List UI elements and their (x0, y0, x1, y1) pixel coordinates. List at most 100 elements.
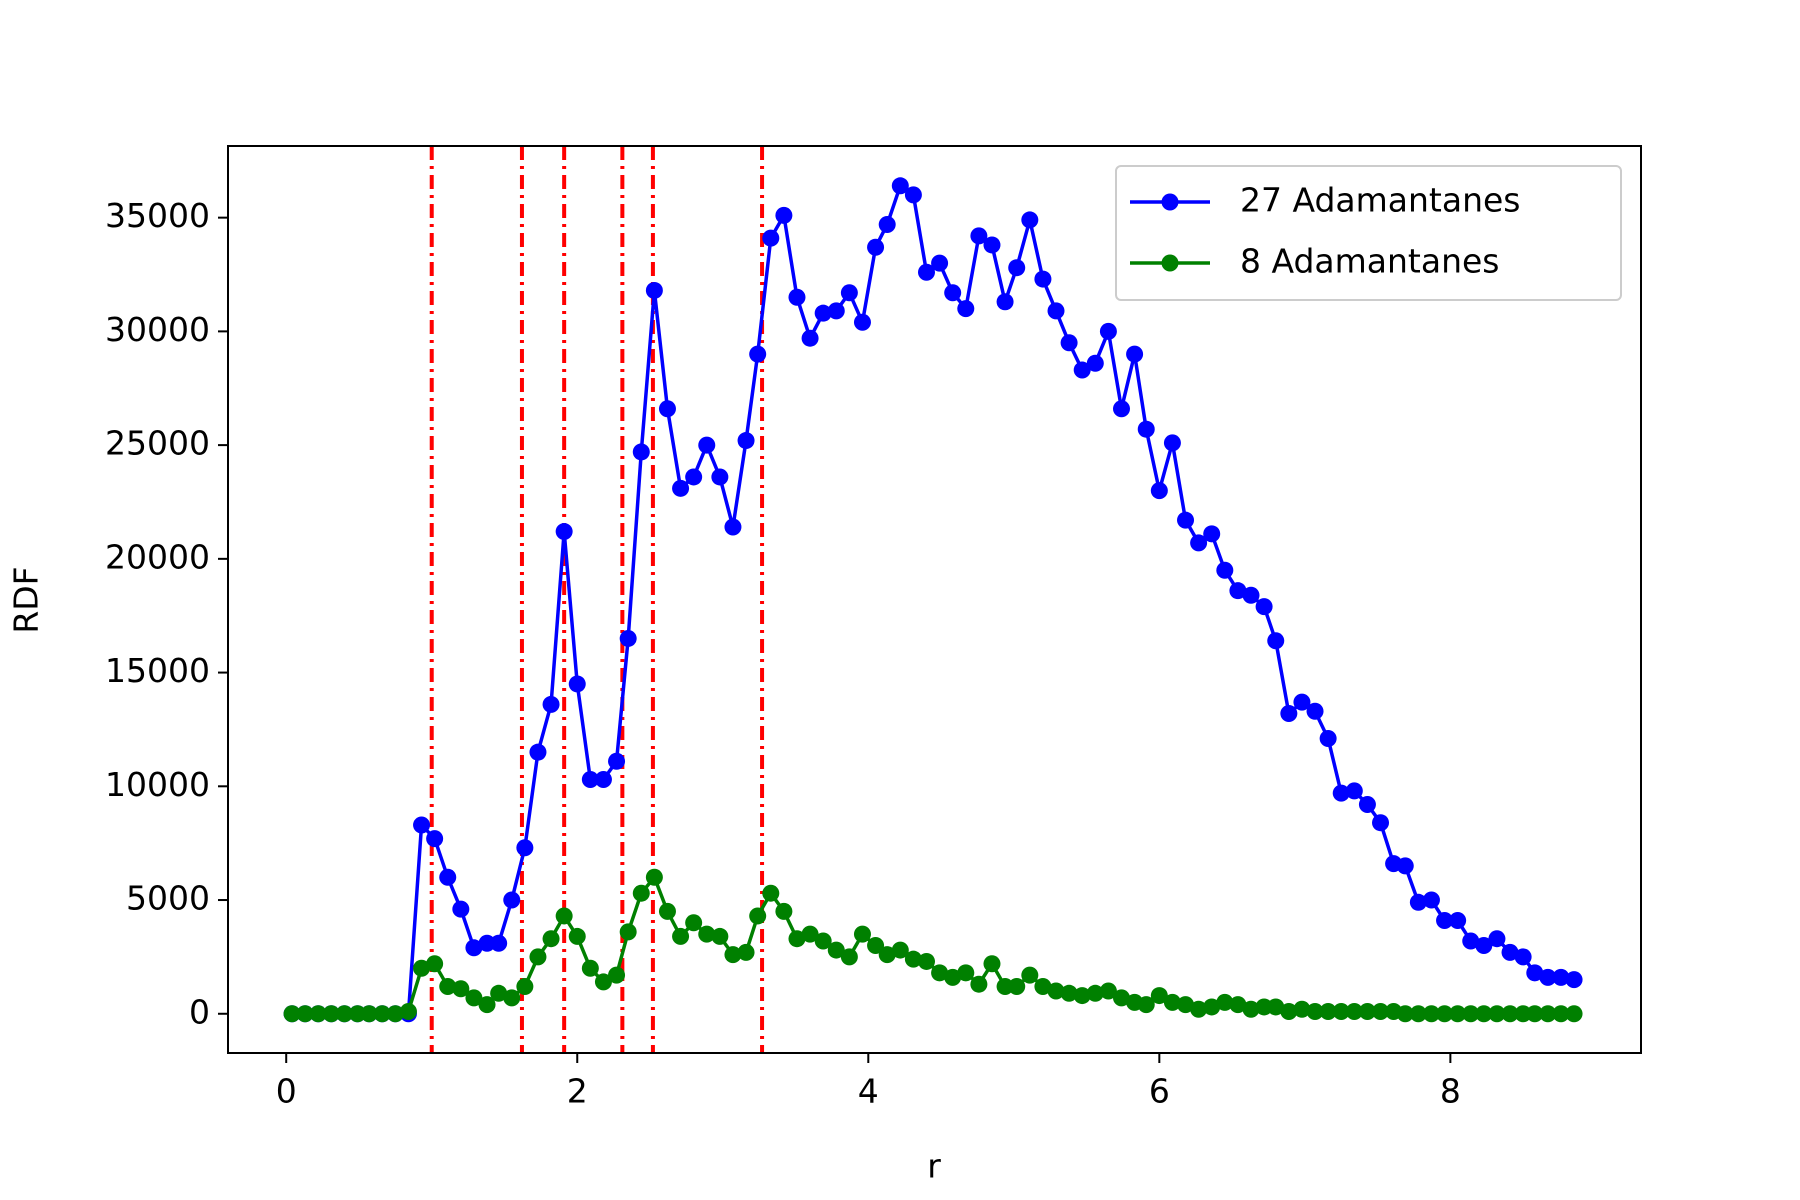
data-point (632, 884, 650, 902)
data-point (1372, 1002, 1390, 1020)
data-point (1526, 1005, 1544, 1023)
data-point (1034, 977, 1052, 995)
data-point (645, 281, 663, 299)
x-tick-label: 8 (1440, 1072, 1461, 1111)
data-point (1306, 1002, 1324, 1020)
data-point (581, 959, 599, 977)
data-point (1163, 434, 1181, 452)
data-point (1319, 1002, 1337, 1020)
data-point (698, 436, 716, 454)
data-point (840, 284, 858, 302)
data-point (737, 432, 755, 450)
data-point (917, 952, 935, 970)
data-point (1436, 1005, 1454, 1023)
data-point (516, 839, 534, 857)
data-point (1073, 361, 1091, 379)
data-point (1319, 730, 1337, 748)
data-point (1409, 1005, 1427, 1023)
data-point (904, 950, 922, 968)
data-point (594, 973, 612, 991)
data-point (1255, 998, 1273, 1016)
data-point (762, 229, 780, 247)
data-point (296, 1005, 314, 1023)
data-point (658, 400, 676, 418)
data-point (1449, 912, 1467, 930)
data-point (619, 629, 637, 647)
data-point (1539, 968, 1557, 986)
data-point (891, 941, 909, 959)
data-point (1306, 702, 1324, 720)
data-point (1552, 968, 1570, 986)
data-point (386, 1005, 404, 1023)
data-point (335, 1005, 353, 1023)
data-point (1255, 598, 1273, 616)
data-point (672, 479, 690, 497)
data-point (503, 989, 521, 1007)
x-tick-label: 0 (276, 1072, 297, 1111)
data-point (814, 304, 832, 322)
data-point (1229, 582, 1247, 600)
data-point (1216, 993, 1234, 1011)
data-point (1163, 993, 1181, 1011)
data-point (724, 946, 742, 964)
data-point (1034, 270, 1052, 288)
data-point (891, 177, 909, 195)
data-point (1242, 1000, 1260, 1018)
data-point (827, 941, 845, 959)
data-point (1112, 400, 1130, 418)
x-axis-label: r (927, 1147, 941, 1186)
data-point (322, 1005, 340, 1023)
y-tick-label: 35000 (105, 196, 210, 235)
data-point (1112, 989, 1130, 1007)
data-point (581, 770, 599, 788)
data-point (1552, 1005, 1570, 1023)
data-point (801, 329, 819, 347)
data-point (1293, 1000, 1311, 1018)
data-point (1565, 1005, 1583, 1023)
data-point (801, 925, 819, 943)
data-point (503, 891, 521, 909)
legend-box (1115, 165, 1622, 301)
data-point (904, 186, 922, 204)
data-point (996, 293, 1014, 311)
data-point (1216, 561, 1234, 579)
legend-label: 8 Adamantanes (1240, 242, 1500, 281)
data-point (426, 830, 444, 848)
data-point (478, 934, 496, 952)
data-point (426, 955, 444, 973)
data-point (711, 927, 729, 945)
data-point (349, 1005, 367, 1023)
data-point (1396, 857, 1414, 875)
data-point (1203, 525, 1221, 543)
data-point (1280, 705, 1298, 723)
data-point (672, 927, 690, 945)
y-tick-label: 5000 (126, 879, 210, 918)
data-point (724, 518, 742, 536)
data-point (1409, 893, 1427, 911)
data-point (853, 925, 871, 943)
data-point (1190, 1000, 1208, 1018)
data-point (749, 907, 767, 925)
data-point (853, 313, 871, 331)
data-point (439, 868, 457, 886)
data-point (608, 966, 626, 984)
y-tick-label: 0 (189, 992, 210, 1031)
data-point (867, 238, 885, 256)
data-point (867, 937, 885, 955)
data-point (1345, 782, 1363, 800)
data-point (1280, 1002, 1298, 1020)
data-point (957, 964, 975, 982)
data-point (1422, 1005, 1440, 1023)
data-point (775, 206, 793, 224)
data-point (685, 468, 703, 486)
x-tick-label: 2 (567, 1072, 588, 1111)
data-point (594, 770, 612, 788)
data-point (1242, 586, 1260, 604)
data-point (1137, 420, 1155, 438)
data-point (1099, 322, 1117, 340)
data-point (1462, 932, 1480, 950)
data-point (1021, 211, 1039, 229)
data-point (568, 675, 586, 693)
data-point (1514, 1005, 1532, 1023)
